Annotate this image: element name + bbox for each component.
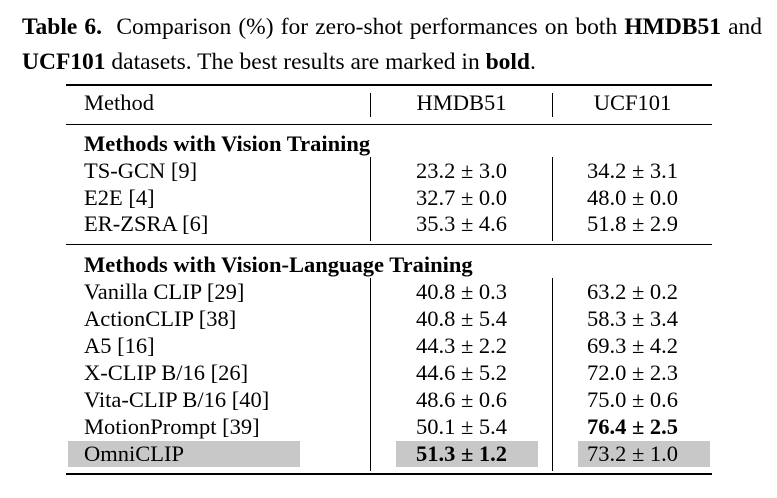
section-title: Methods with Vision Training bbox=[84, 131, 371, 156]
caption-period: . bbox=[530, 49, 536, 75]
caption-text-post: datasets. The best results are marked in bbox=[111, 49, 480, 75]
ucf-value: 72.0 ± 2.3 bbox=[586, 360, 679, 385]
table-row: TS-GCN [9] bbox=[84, 158, 198, 183]
hmdb-value: 40.8 ± 0.3 bbox=[415, 279, 508, 304]
table-row: ActionCLIP [38] bbox=[84, 306, 237, 331]
hmdb-value: 23.2 ± 3.0 bbox=[415, 158, 508, 183]
hmdb-value: 35.3 ± 4.6 bbox=[415, 211, 508, 236]
table-row: A5 [16] bbox=[84, 333, 155, 358]
ucf-value: 34.2 ± 3.1 bbox=[586, 158, 679, 183]
header-divider-1 bbox=[370, 93, 371, 117]
header-hmdb51: HMDB51 bbox=[416, 90, 507, 115]
hmdb-value: 32.7 ± 0.0 bbox=[415, 185, 508, 210]
caption-label: Table 6. bbox=[22, 14, 103, 40]
ucf-value: 69.3 ± 4.2 bbox=[586, 333, 679, 358]
ucf-value: 73.2 ± 1.0 bbox=[586, 441, 679, 466]
ucf-value: 75.0 ± 0.6 bbox=[586, 387, 679, 412]
table-row: Vanilla CLIP [29] bbox=[84, 279, 245, 304]
hmdb-value: 44.6 ± 5.2 bbox=[415, 360, 508, 385]
ucf-value: 51.8 ± 2.9 bbox=[586, 211, 679, 236]
hmdb-value: 48.6 ± 0.6 bbox=[415, 387, 508, 412]
ucf-value: 58.3 ± 3.4 bbox=[586, 306, 679, 331]
highlight-ucf bbox=[578, 441, 710, 467]
caption-bold-hmdb: HMDB51 bbox=[624, 14, 721, 40]
section2-divider-2 bbox=[552, 278, 553, 471]
header-ucf101: UCF101 bbox=[593, 90, 672, 115]
header-method: Method bbox=[84, 90, 154, 115]
highlight-method bbox=[68, 441, 300, 467]
section1-divider-1 bbox=[370, 157, 371, 241]
top-rule bbox=[66, 84, 712, 86]
hmdb-value: 44.3 ± 2.2 bbox=[415, 333, 508, 358]
highlight-hmdb bbox=[396, 441, 538, 467]
hmdb-value: 50.1 ± 5.4 bbox=[415, 414, 508, 439]
section1-divider-2 bbox=[552, 157, 553, 241]
table-row: ER-ZSRA [6] bbox=[84, 211, 209, 236]
hmdb-value: 40.8 ± 5.4 bbox=[415, 306, 508, 331]
section-title: Methods with Vision-Language Training bbox=[84, 252, 473, 277]
caption-and: and bbox=[728, 14, 763, 40]
ucf-value: 63.2 ± 0.2 bbox=[586, 279, 679, 304]
ucf-value-best: 76.4 ± 2.5 bbox=[586, 414, 679, 439]
caption-bold-word: bold bbox=[485, 49, 530, 75]
table-row: X-CLIP B/16 [26] bbox=[84, 360, 249, 385]
table-row: Vita-CLIP B/16 [40] bbox=[84, 387, 270, 412]
caption-text-pre: Comparison (%) for zero-shot performance… bbox=[116, 14, 618, 40]
section2-divider-1 bbox=[370, 278, 371, 471]
table-row: OmniCLIP bbox=[84, 441, 185, 466]
header-divider-2 bbox=[552, 93, 553, 117]
ucf-value: 48.0 ± 0.0 bbox=[586, 185, 679, 210]
caption-bold-ucf: UCF101 bbox=[22, 49, 106, 75]
table-row: MotionPrompt [39] bbox=[84, 414, 260, 439]
header-rule bbox=[66, 124, 712, 125]
section-rule bbox=[66, 244, 712, 245]
table-row: E2E [4] bbox=[84, 185, 155, 210]
hmdb-value-best: 51.3 ± 1.2 bbox=[415, 441, 508, 466]
table-caption: Table 6. Comparison (%) for zero-shot pe… bbox=[22, 10, 762, 80]
bottom-rule bbox=[66, 473, 712, 475]
